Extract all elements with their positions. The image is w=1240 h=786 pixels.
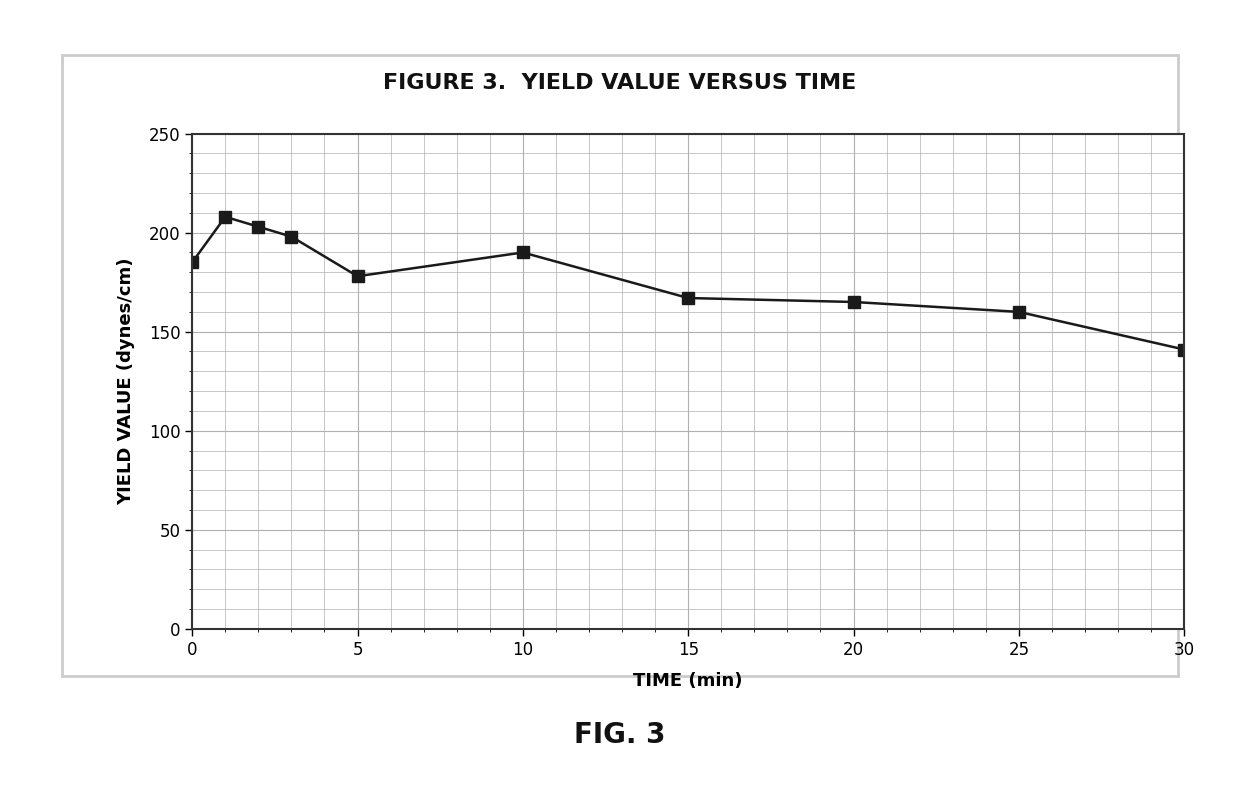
X-axis label: TIME (min): TIME (min) xyxy=(634,673,743,690)
Y-axis label: YIELD VALUE (dynes/cm): YIELD VALUE (dynes/cm) xyxy=(117,258,135,505)
Text: FIGURE 3.  YIELD VALUE VERSUS TIME: FIGURE 3. YIELD VALUE VERSUS TIME xyxy=(383,72,857,93)
Text: FIG. 3: FIG. 3 xyxy=(574,721,666,749)
